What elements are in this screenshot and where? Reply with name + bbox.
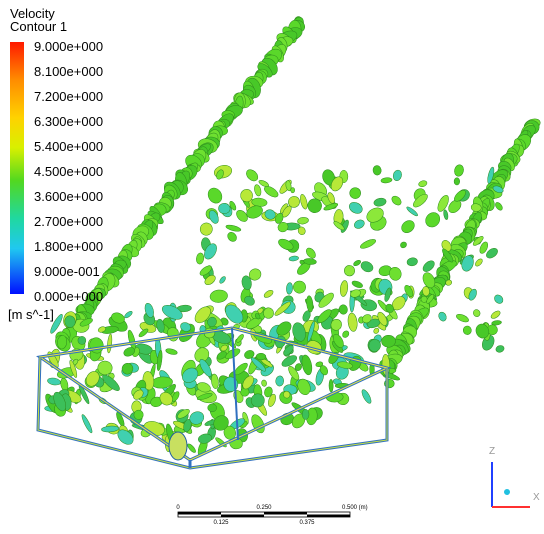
vortex-blob [339,280,348,297]
vortex-blob [261,380,267,387]
vortex-blob [437,311,448,323]
legend-label: 3.600e+000 [34,189,103,204]
vortex-blob [443,209,449,220]
vortex-blob [211,374,220,390]
axis-label: X [533,492,540,503]
vortex-blob [360,388,373,404]
vortex-blob [226,231,239,244]
vortex-blob [107,334,113,353]
vortex-blob [219,275,227,284]
vortex-blob [392,169,403,182]
vortex-blob [455,313,470,324]
vortex-blob [373,327,380,335]
scale-label: 0.500 (m) [342,505,368,511]
vortex-blob [344,265,355,276]
vortex-blob [390,194,403,207]
legend-label: 0.000e+000 [34,289,103,304]
vortex-blob [462,325,472,335]
vortex-blob [209,289,228,303]
vortex-blob [302,409,309,419]
vortex-blob [165,348,178,356]
scale-label: 0.125 [213,520,229,526]
legend-label: 4.500e+000 [34,164,103,179]
vortex-blob [275,376,284,387]
vortex-blob [292,279,308,295]
legend-unit: [m s^-1] [8,307,54,322]
vortex-blob [286,282,293,294]
vortex-blob [297,217,309,225]
vortex-blob [381,177,393,183]
vortex-blob [291,187,295,192]
vortex-blob [196,252,205,264]
legend-label: 6.300e+000 [34,114,103,129]
vortex-blob [348,185,363,200]
scale-bar [178,512,350,517]
vortex-blob [124,310,134,319]
vortex-blob [406,206,419,218]
vortex-blob [244,167,260,183]
vortex-blob [347,312,358,332]
flow-render [43,15,542,457]
vortex-blob [127,329,138,350]
vortex-blob [399,218,417,235]
vortex-blob [299,194,308,210]
vortex-blob [474,258,484,268]
vortex-blob [263,289,275,299]
vortex-blob [359,260,375,274]
viewport: Velocity Contour 1 9.000e+0008.100e+0007… [0,0,544,534]
vortex-blob [329,379,333,392]
scale-label: 0 [176,505,180,511]
vortex-blob [372,165,382,176]
scale-label: 0.250 [256,505,272,511]
vortex-blob [341,330,350,339]
legend-label: 2.700e+000 [34,214,103,229]
legend-label: 8.100e+000 [34,64,103,79]
legend-subtitle: Contour 1 [10,19,67,34]
legend-label: 1.800e+000 [34,239,103,254]
vortex-blob [381,335,395,347]
vortex-blob [436,194,451,214]
color-bar [10,42,24,294]
axis-triad [492,462,530,507]
vortex-blob [421,259,436,274]
vortex-blob [453,164,465,177]
scale-label: 0.375 [299,520,315,526]
legend-label: 9.000e-001 [34,264,100,279]
vortex-blob [418,180,428,188]
vortex-blob [218,203,230,214]
vortex-blob [454,178,460,185]
vortex-blob [306,295,314,312]
vortex-blob [359,238,377,251]
vortex-blob [490,309,502,320]
vortex-blob [351,280,363,289]
vortex-blob [495,344,505,353]
legend-label: 7.200e+000 [34,89,103,104]
legend-label: 5.400e+000 [34,139,103,154]
vortex-blob [205,185,224,205]
vortex-blob [289,255,299,261]
vortex-blob [493,293,505,305]
vortex-blob [304,246,317,260]
vortex-blob [373,197,387,207]
vortex-blob [406,257,418,266]
vortex-blob [263,308,274,319]
vortex-blob [208,404,217,412]
vortex-blob [199,221,214,236]
vortex-blob [256,353,266,360]
vortex-blob [253,184,262,197]
vortex-blob [347,200,364,215]
vortex-blob [339,304,349,315]
vortex-blob [472,308,481,317]
vortex-blob [186,443,197,454]
vortex-blob [399,241,407,249]
vortex-blob [47,377,61,386]
vortex-blob [353,218,366,230]
vortex-blob [80,414,93,434]
vortex-blob [225,224,241,233]
vortex-blob [423,210,443,230]
vortex-blob [494,201,504,211]
axis-label: Z [489,446,495,457]
legend-label: 9.000e+000 [34,39,103,54]
vortex-blob [353,259,362,267]
